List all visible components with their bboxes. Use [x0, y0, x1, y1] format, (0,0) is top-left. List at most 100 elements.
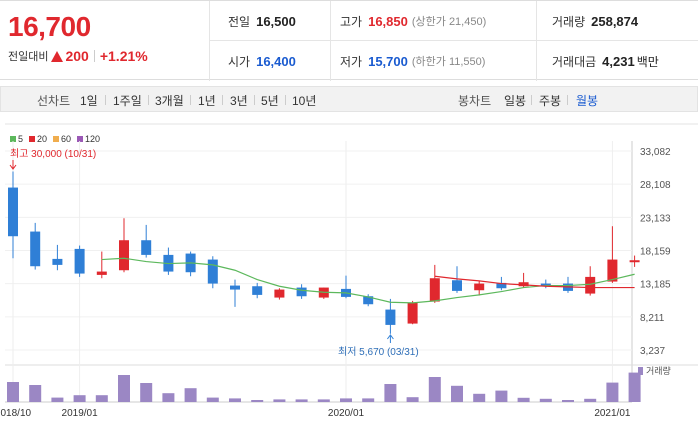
x-tick-label: 2019/01: [62, 408, 99, 419]
divider: [254, 95, 255, 105]
high-value: 16,850: [368, 13, 408, 29]
volume-bar: [140, 383, 153, 402]
legend-item-ma120[interactable]: 120: [77, 134, 100, 144]
candle-body: [230, 285, 240, 290]
moving-average-lines: [101, 257, 635, 304]
legend-swatch: [53, 136, 60, 142]
upper-limit: (상한가 21,450): [411, 16, 487, 28]
legend-swatch: [10, 136, 16, 142]
candle-body: [540, 283, 551, 286]
candle-body: [496, 282, 507, 289]
volume-bar: [539, 398, 552, 402]
divider: [536, 1, 537, 81]
candle-body: [629, 260, 640, 263]
x-tick-label: 2021/01: [594, 408, 631, 419]
ma20-line: [434, 275, 635, 289]
legend-swatch: [29, 136, 36, 142]
trade-amount: 거래대금 4,231 백만: [552, 41, 659, 81]
period-button-3m[interactable]: 3개월: [155, 94, 184, 108]
legend-item-ma20[interactable]: 20: [29, 134, 47, 144]
candle-body: [429, 278, 440, 302]
candle-body: [96, 271, 107, 275]
legend-item-ma5[interactable]: 5: [10, 134, 23, 144]
amount-label: 거래대금: [552, 54, 597, 69]
amount-unit: 백만: [636, 54, 659, 69]
volume-bar: [451, 385, 463, 402]
period-button-1d[interactable]: 1일: [80, 94, 98, 108]
prev-close: 전일 16,500: [228, 1, 296, 41]
period-button-3y[interactable]: 3년: [230, 94, 248, 108]
candle-button-daily[interactable]: 일봉: [504, 94, 527, 108]
y-tick-label: 33,082: [640, 147, 671, 158]
low-label: 저가: [340, 54, 363, 69]
candle-button-monthly[interactable]: 월봉: [576, 94, 599, 108]
high-label: 고가: [340, 14, 363, 29]
legend-item-ma60[interactable]: 60: [53, 134, 71, 144]
price-change: 전일대비 200 +1.21%: [8, 48, 148, 64]
volume-bar: [317, 399, 330, 402]
period-button-5y[interactable]: 5년: [261, 94, 279, 108]
volume-bars: [7, 372, 641, 402]
candle-body: [363, 296, 374, 305]
low-arrow-head: [387, 334, 394, 340]
candle-body: [8, 187, 18, 237]
candles: [8, 171, 640, 334]
volume-bar: [517, 397, 530, 402]
candle-body: [30, 231, 41, 267]
divider: [531, 95, 532, 105]
open-value: 16,400: [256, 53, 296, 69]
candle-button-weekly[interactable]: 주봉: [539, 94, 562, 108]
volume-bar: [295, 399, 308, 402]
prev-close-label: 전일: [228, 14, 251, 29]
volume-value: 258,874: [591, 13, 639, 29]
candle-body: [119, 240, 129, 271]
high-arrow-head: [9, 164, 17, 170]
high-annotation: 최고 30,000 (10/31): [10, 148, 96, 160]
y-tick-label: 3,237: [640, 346, 665, 357]
open-label: 시가: [228, 54, 251, 69]
change-value: 200: [65, 48, 89, 64]
period-button-1w[interactable]: 1주일: [113, 94, 142, 108]
volume-bar: [606, 382, 619, 402]
divider: [222, 95, 223, 105]
divider: [148, 95, 149, 105]
volume-bar: [340, 398, 352, 402]
period-selector: 선차트 1일 1주일 3개월 1년 3년 5년 10년 봉차트 일봉 주봉 월봉: [0, 86, 698, 112]
current-price: 16,700: [8, 11, 91, 42]
amount-value: 4,231: [602, 53, 635, 69]
volume-axis-label: 거래량: [646, 365, 671, 376]
divider: [93, 50, 95, 62]
prev-close-value: 16,500: [256, 13, 296, 29]
x-tick-label: 2020/01: [328, 408, 365, 419]
up-triangle-icon: [51, 50, 64, 62]
candle-body: [585, 276, 596, 294]
line-chart-title: 선차트: [37, 94, 71, 108]
volume-bar: [251, 400, 264, 402]
volume-bar: [73, 395, 86, 402]
candle-body: [385, 309, 396, 325]
volume-bar: [384, 384, 397, 402]
x-tick-label: 2018/10: [0, 408, 32, 419]
legend-label: 60: [61, 134, 72, 144]
legend-label: 5: [18, 134, 24, 144]
candle-body: [252, 286, 263, 295]
period-button-1y[interactable]: 1년: [198, 94, 216, 108]
axis-labels: 33,082 28,108 23,133 18,159 13,185 8,211 3,237…: [0, 147, 671, 419]
divider: [105, 95, 106, 105]
divider: [190, 95, 191, 105]
divider: [285, 95, 286, 105]
quote-panel: 16,700 전일대비 200 +1.21% 전일 16,500 고가 16,8…: [0, 0, 698, 81]
chart-legend: 5 20 60 120: [10, 134, 106, 144]
volume-bar: [95, 395, 108, 402]
period-button-10y[interactable]: 10년: [292, 94, 317, 108]
candle-body: [452, 280, 462, 291]
candle-body: [607, 259, 618, 282]
divider: [567, 95, 568, 105]
open-price: 시가 16,400: [228, 41, 296, 81]
candle-body: [274, 289, 285, 298]
current-price-box: 16,700 전일대비 200 +1.21%: [0, 1, 210, 81]
volume-bar: [273, 399, 286, 402]
volume-bar: [229, 398, 241, 402]
legend-swatch: [77, 136, 84, 142]
